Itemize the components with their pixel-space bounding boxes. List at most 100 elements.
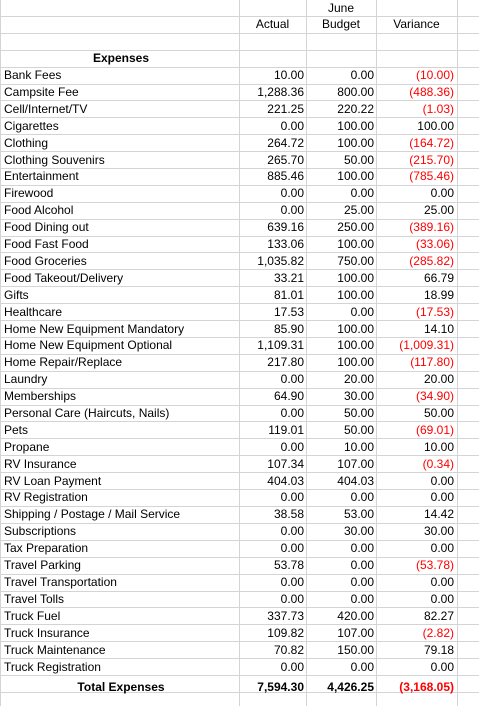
row-budget[interactable]: 50.00 — [343, 153, 374, 167]
row-actual[interactable]: 107.34 — [267, 457, 304, 471]
row-budget[interactable]: 0.00 — [350, 186, 374, 200]
row-variance[interactable]: (10.00) — [415, 68, 454, 82]
row-variance[interactable]: 50.00 — [423, 406, 454, 420]
row-budget[interactable]: 220.22 — [337, 102, 374, 116]
total-actual[interactable]: 7,594.30 — [257, 680, 304, 694]
row-budget[interactable]: 750.00 — [337, 254, 374, 268]
row-actual[interactable]: 404.03 — [267, 474, 304, 488]
row-actual[interactable]: 0.00 — [280, 524, 304, 538]
row-label[interactable]: Food Fast Food — [4, 237, 89, 251]
row-label[interactable]: Firewood — [4, 186, 54, 200]
row-budget[interactable]: 25.00 — [343, 203, 374, 217]
row-variance[interactable]: (488.36) — [409, 85, 454, 99]
row-label[interactable]: Gifts — [4, 288, 29, 302]
row-budget[interactable]: 53.00 — [343, 507, 374, 521]
total-variance[interactable]: (3,168.05) — [399, 680, 454, 694]
row-actual[interactable]: 1,288.36 — [257, 85, 304, 99]
row-label[interactable]: Clothing Souvenirs — [4, 153, 105, 167]
row-actual[interactable]: 639.16 — [267, 220, 304, 234]
row-budget[interactable]: 100.00 — [337, 338, 374, 352]
row-label[interactable]: Travel Parking — [4, 558, 81, 572]
row-label[interactable]: Cigarettes — [4, 119, 59, 133]
row-variance[interactable]: 0.00 — [430, 575, 454, 589]
row-budget[interactable]: 50.00 — [343, 423, 374, 437]
row-variance[interactable]: (1.03) — [422, 102, 454, 116]
row-actual[interactable]: 17.53 — [273, 305, 304, 319]
row-label[interactable]: Truck Insurance — [4, 626, 90, 640]
row-actual[interactable]: 53.78 — [273, 558, 304, 572]
row-actual[interactable]: 0.00 — [280, 406, 304, 420]
row-label[interactable]: Food Groceries — [4, 254, 87, 268]
row-label[interactable]: Food Takeout/Delivery — [4, 271, 124, 285]
row-variance[interactable]: 0.00 — [430, 186, 454, 200]
section-title-expenses[interactable]: Expenses — [92, 51, 150, 65]
row-actual[interactable]: 1,109.31 — [257, 338, 304, 352]
row-label[interactable]: Tax Preparation — [4, 541, 89, 555]
row-actual[interactable]: 221.25 — [267, 102, 304, 116]
row-variance[interactable]: (34.90) — [415, 389, 454, 403]
row-label[interactable]: Personal Care (Haircuts, Nails) — [4, 406, 170, 420]
row-budget[interactable]: 0.00 — [350, 660, 374, 674]
row-variance[interactable]: 66.79 — [423, 271, 454, 285]
row-budget[interactable]: 100.00 — [337, 288, 374, 302]
row-actual[interactable]: 0.00 — [280, 372, 304, 386]
row-variance[interactable]: 30.00 — [423, 524, 454, 538]
row-variance[interactable]: (164.72) — [409, 136, 454, 150]
row-budget[interactable]: 0.00 — [350, 592, 374, 606]
row-budget[interactable]: 0.00 — [350, 490, 374, 504]
row-actual[interactable]: 337.73 — [267, 609, 304, 623]
row-actual[interactable]: 70.82 — [273, 643, 304, 657]
row-variance[interactable]: 25.00 — [423, 203, 454, 217]
row-budget[interactable]: 0.00 — [350, 305, 374, 319]
row-variance[interactable]: 82.27 — [423, 609, 454, 623]
row-budget[interactable]: 250.00 — [337, 220, 374, 234]
row-actual[interactable]: 38.58 — [273, 507, 304, 521]
row-budget[interactable]: 0.00 — [350, 575, 374, 589]
header-variance[interactable]: Variance — [393, 17, 440, 31]
row-variance[interactable]: (285.82) — [409, 254, 454, 268]
row-variance[interactable]: 0.00 — [430, 541, 454, 555]
row-variance[interactable]: 0.00 — [430, 490, 454, 504]
row-budget[interactable]: 10.00 — [343, 440, 374, 454]
row-budget[interactable]: 100.00 — [337, 237, 374, 251]
row-label[interactable]: Home New Equipment Optional — [4, 338, 173, 352]
row-actual[interactable]: 0.00 — [280, 592, 304, 606]
row-budget[interactable]: 0.00 — [350, 541, 374, 555]
row-variance[interactable]: (117.80) — [410, 355, 454, 369]
row-budget[interactable]: 420.00 — [337, 609, 374, 623]
row-label[interactable]: Home Repair/Replace — [4, 355, 123, 369]
row-budget[interactable]: 100.00 — [337, 169, 374, 183]
row-actual[interactable]: 885.46 — [267, 169, 304, 183]
row-budget[interactable]: 100.00 — [337, 136, 374, 150]
row-label[interactable]: Pets — [4, 423, 29, 437]
row-actual[interactable]: 109.82 — [267, 626, 304, 640]
row-label[interactable]: Food Dining out — [4, 220, 89, 234]
row-actual[interactable]: 0.00 — [280, 186, 304, 200]
row-label[interactable]: Campsite Fee — [4, 85, 79, 99]
row-budget[interactable]: 20.00 — [343, 372, 374, 386]
row-label[interactable]: Healthcare — [4, 305, 63, 319]
row-budget[interactable]: 107.00 — [337, 457, 374, 471]
row-label[interactable]: Truck Maintenance — [4, 643, 106, 657]
row-label[interactable]: Food Alcohol — [4, 203, 74, 217]
row-actual[interactable]: 119.01 — [268, 423, 304, 437]
total-budget[interactable]: 4,426.25 — [327, 680, 374, 694]
row-variance[interactable]: 14.42 — [423, 507, 454, 521]
row-variance[interactable]: (17.53) — [415, 305, 454, 319]
row-variance[interactable]: (69.01) — [415, 423, 454, 437]
row-actual[interactable]: 0.00 — [280, 541, 304, 555]
row-budget[interactable]: 30.00 — [343, 389, 374, 403]
row-variance[interactable]: (33.06) — [415, 237, 454, 251]
row-actual[interactable]: 217.80 — [267, 355, 304, 369]
row-variance[interactable]: 100.00 — [417, 119, 454, 133]
row-label[interactable]: Home New Equipment Mandatory — [4, 322, 185, 336]
row-actual[interactable]: 85.90 — [273, 322, 304, 336]
row-label[interactable]: RV Insurance — [4, 457, 77, 471]
row-label[interactable]: Shipping / Postage / Mail Service — [4, 507, 181, 521]
row-actual[interactable]: 33.21 — [273, 271, 304, 285]
row-actual[interactable]: 0.00 — [280, 575, 304, 589]
row-variance[interactable]: 0.00 — [430, 474, 454, 488]
row-label[interactable]: Memberships — [4, 389, 77, 403]
header-month[interactable]: June — [327, 1, 355, 15]
row-actual[interactable]: 81.01 — [273, 288, 304, 302]
